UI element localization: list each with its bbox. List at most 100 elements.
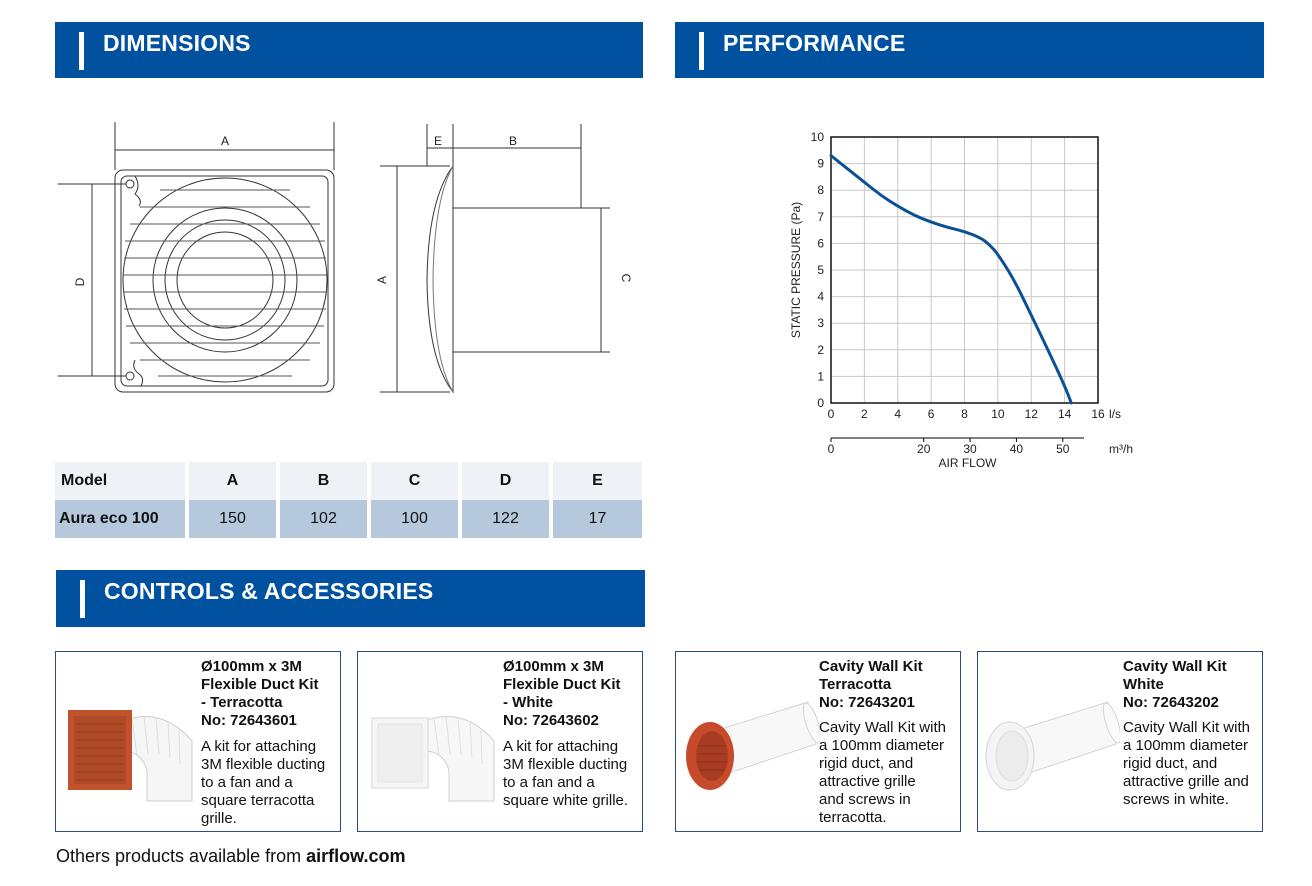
title-line: Cavity Wall Kit (819, 658, 923, 675)
desc-line: and screws in (819, 791, 911, 808)
accessory-description: Cavity Wall Kit with a 100mm diameter ri… (819, 719, 946, 827)
desc-line: to a fan and a (503, 774, 595, 791)
white-cavity-kit-image (985, 701, 1120, 791)
terracotta-cavity-kit-image (686, 701, 820, 790)
desc-line: to a fan and a (201, 774, 293, 791)
footer-note: Others products available from airflow.c… (56, 846, 405, 867)
dimension-drawing: A D E B A C (58, 122, 633, 394)
x-tick-label: 4 (894, 407, 901, 421)
y-tick-label: 2 (817, 343, 824, 357)
accessory-title: Cavity Wall Kit Terracotta No: 72643201 (819, 658, 923, 712)
accessory-title: Cavity Wall Kit White No: 72643202 (1123, 658, 1227, 712)
desc-line: a 100mm diameter (1123, 737, 1249, 754)
banner-accent (699, 32, 704, 70)
x-tick-label: 8 (961, 407, 968, 421)
y-tick-label: 3 (817, 316, 824, 330)
title-line: - White (503, 694, 553, 711)
banner-accent (79, 32, 84, 70)
x-tick-label: 2 (861, 407, 868, 421)
table-row: Aura eco 100 150 102 100 122 17 (55, 500, 642, 538)
desc-line: rigid duct, and (1123, 755, 1218, 772)
table-cell: 102 (280, 500, 367, 538)
product-number: No: 72643202 (1123, 694, 1219, 711)
footer-text: Others products available from (56, 846, 307, 866)
dimensions-banner: DIMENSIONS (55, 22, 643, 78)
table-header-cell: B (280, 462, 367, 500)
x2-tick-label: 30 (963, 442, 977, 456)
performance-heading: PERFORMANCE (723, 30, 906, 56)
accessory-card: Cavity Wall Kit White No: 72643202 Cavit… (977, 651, 1263, 832)
table-header-cell: D (462, 462, 549, 500)
dimensions-heading: DIMENSIONS (103, 30, 251, 56)
performance-banner: PERFORMANCE (675, 22, 1264, 78)
product-number: No: 72643601 (201, 712, 297, 729)
label-side-b: B (509, 134, 517, 148)
label-side-e: E (434, 134, 442, 148)
accessory-description: A kit for attaching 3M flexible ducting … (201, 738, 325, 828)
label-front-d: D (73, 277, 87, 286)
accessory-card: Ø100mm x 3M Flexible Duct Kit - White No… (357, 651, 643, 832)
x-unit-label: l/s (1109, 407, 1121, 421)
accessory-title: Ø100mm x 3M Flexible Duct Kit - Terracot… (201, 658, 319, 730)
y-tick-label: 7 (817, 210, 824, 224)
x-tick-label: 16 (1091, 407, 1105, 421)
accessory-description: A kit for attaching 3M flexible ducting … (503, 738, 628, 810)
terracotta-duct-kit-image (68, 710, 193, 802)
table-cell: 100 (371, 500, 458, 538)
footer-link[interactable]: airflow.com (306, 846, 406, 866)
table-cell: 122 (462, 500, 549, 538)
desc-line: attractive grille and (1123, 773, 1249, 790)
title-line: Cavity Wall Kit (1123, 658, 1227, 675)
desc-line: A kit for attaching (201, 738, 317, 755)
banner-accent (80, 580, 85, 618)
title-line: Flexible Duct Kit (503, 676, 621, 693)
title-line: Ø100mm x 3M (503, 658, 604, 675)
title-line: White (1123, 676, 1164, 693)
y-tick-label: 9 (817, 157, 824, 171)
table-cell: 150 (189, 500, 276, 538)
x2-unit-label: m³/h (1109, 442, 1133, 456)
table-header-cell: E (553, 462, 642, 500)
title-line: Flexible Duct Kit (201, 676, 319, 693)
desc-line: grille. (201, 810, 237, 827)
desc-line: screws in white. (1123, 791, 1229, 808)
desc-line: Cavity Wall Kit with (819, 719, 946, 736)
desc-line: terracotta. (819, 809, 887, 826)
label-side-a: A (375, 276, 389, 284)
y-tick-label: 1 (817, 369, 824, 383)
x-tick-label: 14 (1058, 407, 1072, 421)
x2-tick-label: 50 (1056, 442, 1070, 456)
x-axis-title: AIR FLOW (938, 456, 997, 470)
y-tick-label: 0 (817, 396, 824, 410)
table-header-cell: A (189, 462, 276, 500)
y-tick-label: 5 (817, 263, 824, 277)
x2-tick-label: 20 (917, 442, 931, 456)
x-tick-label: 12 (1025, 407, 1039, 421)
desc-line: square terracotta (201, 792, 315, 809)
desc-line: rigid duct, and (819, 755, 914, 772)
x-tick-label: 0 (828, 407, 835, 421)
x2-tick-label: 0 (828, 442, 835, 456)
accessory-title: Ø100mm x 3M Flexible Duct Kit - White No… (503, 658, 621, 730)
y-axis-title: STATIC PRESSURE (Pa) (789, 202, 803, 338)
desc-line: square white grille. (503, 792, 629, 809)
controls-heading: CONTROLS & ACCESSORIES (104, 578, 434, 604)
plot-frame (830, 136, 1099, 404)
desc-line: a 100mm diameter (819, 737, 945, 754)
y-tick-label: 6 (817, 236, 824, 250)
title-line: Terracotta (819, 676, 892, 693)
table-header-cell: Model (55, 462, 185, 500)
accessory-card: Cavity Wall Kit Terracotta No: 72643201 … (675, 651, 961, 832)
title-line: Ø100mm x 3M (201, 658, 302, 675)
table-header-row: Model A B C D E (55, 462, 642, 500)
product-number: No: 72643201 (819, 694, 915, 711)
desc-line: 3M flexible ducting (503, 756, 628, 773)
desc-line: A kit for attaching (503, 738, 619, 755)
y-tick-label: 8 (817, 183, 824, 197)
x-tick-label: 10 (991, 407, 1005, 421)
table-cell-model: Aura eco 100 (55, 500, 185, 538)
y-tick-label: 4 (817, 290, 824, 304)
label-side-c: C (619, 274, 633, 283)
table-cell: 17 (553, 500, 642, 538)
